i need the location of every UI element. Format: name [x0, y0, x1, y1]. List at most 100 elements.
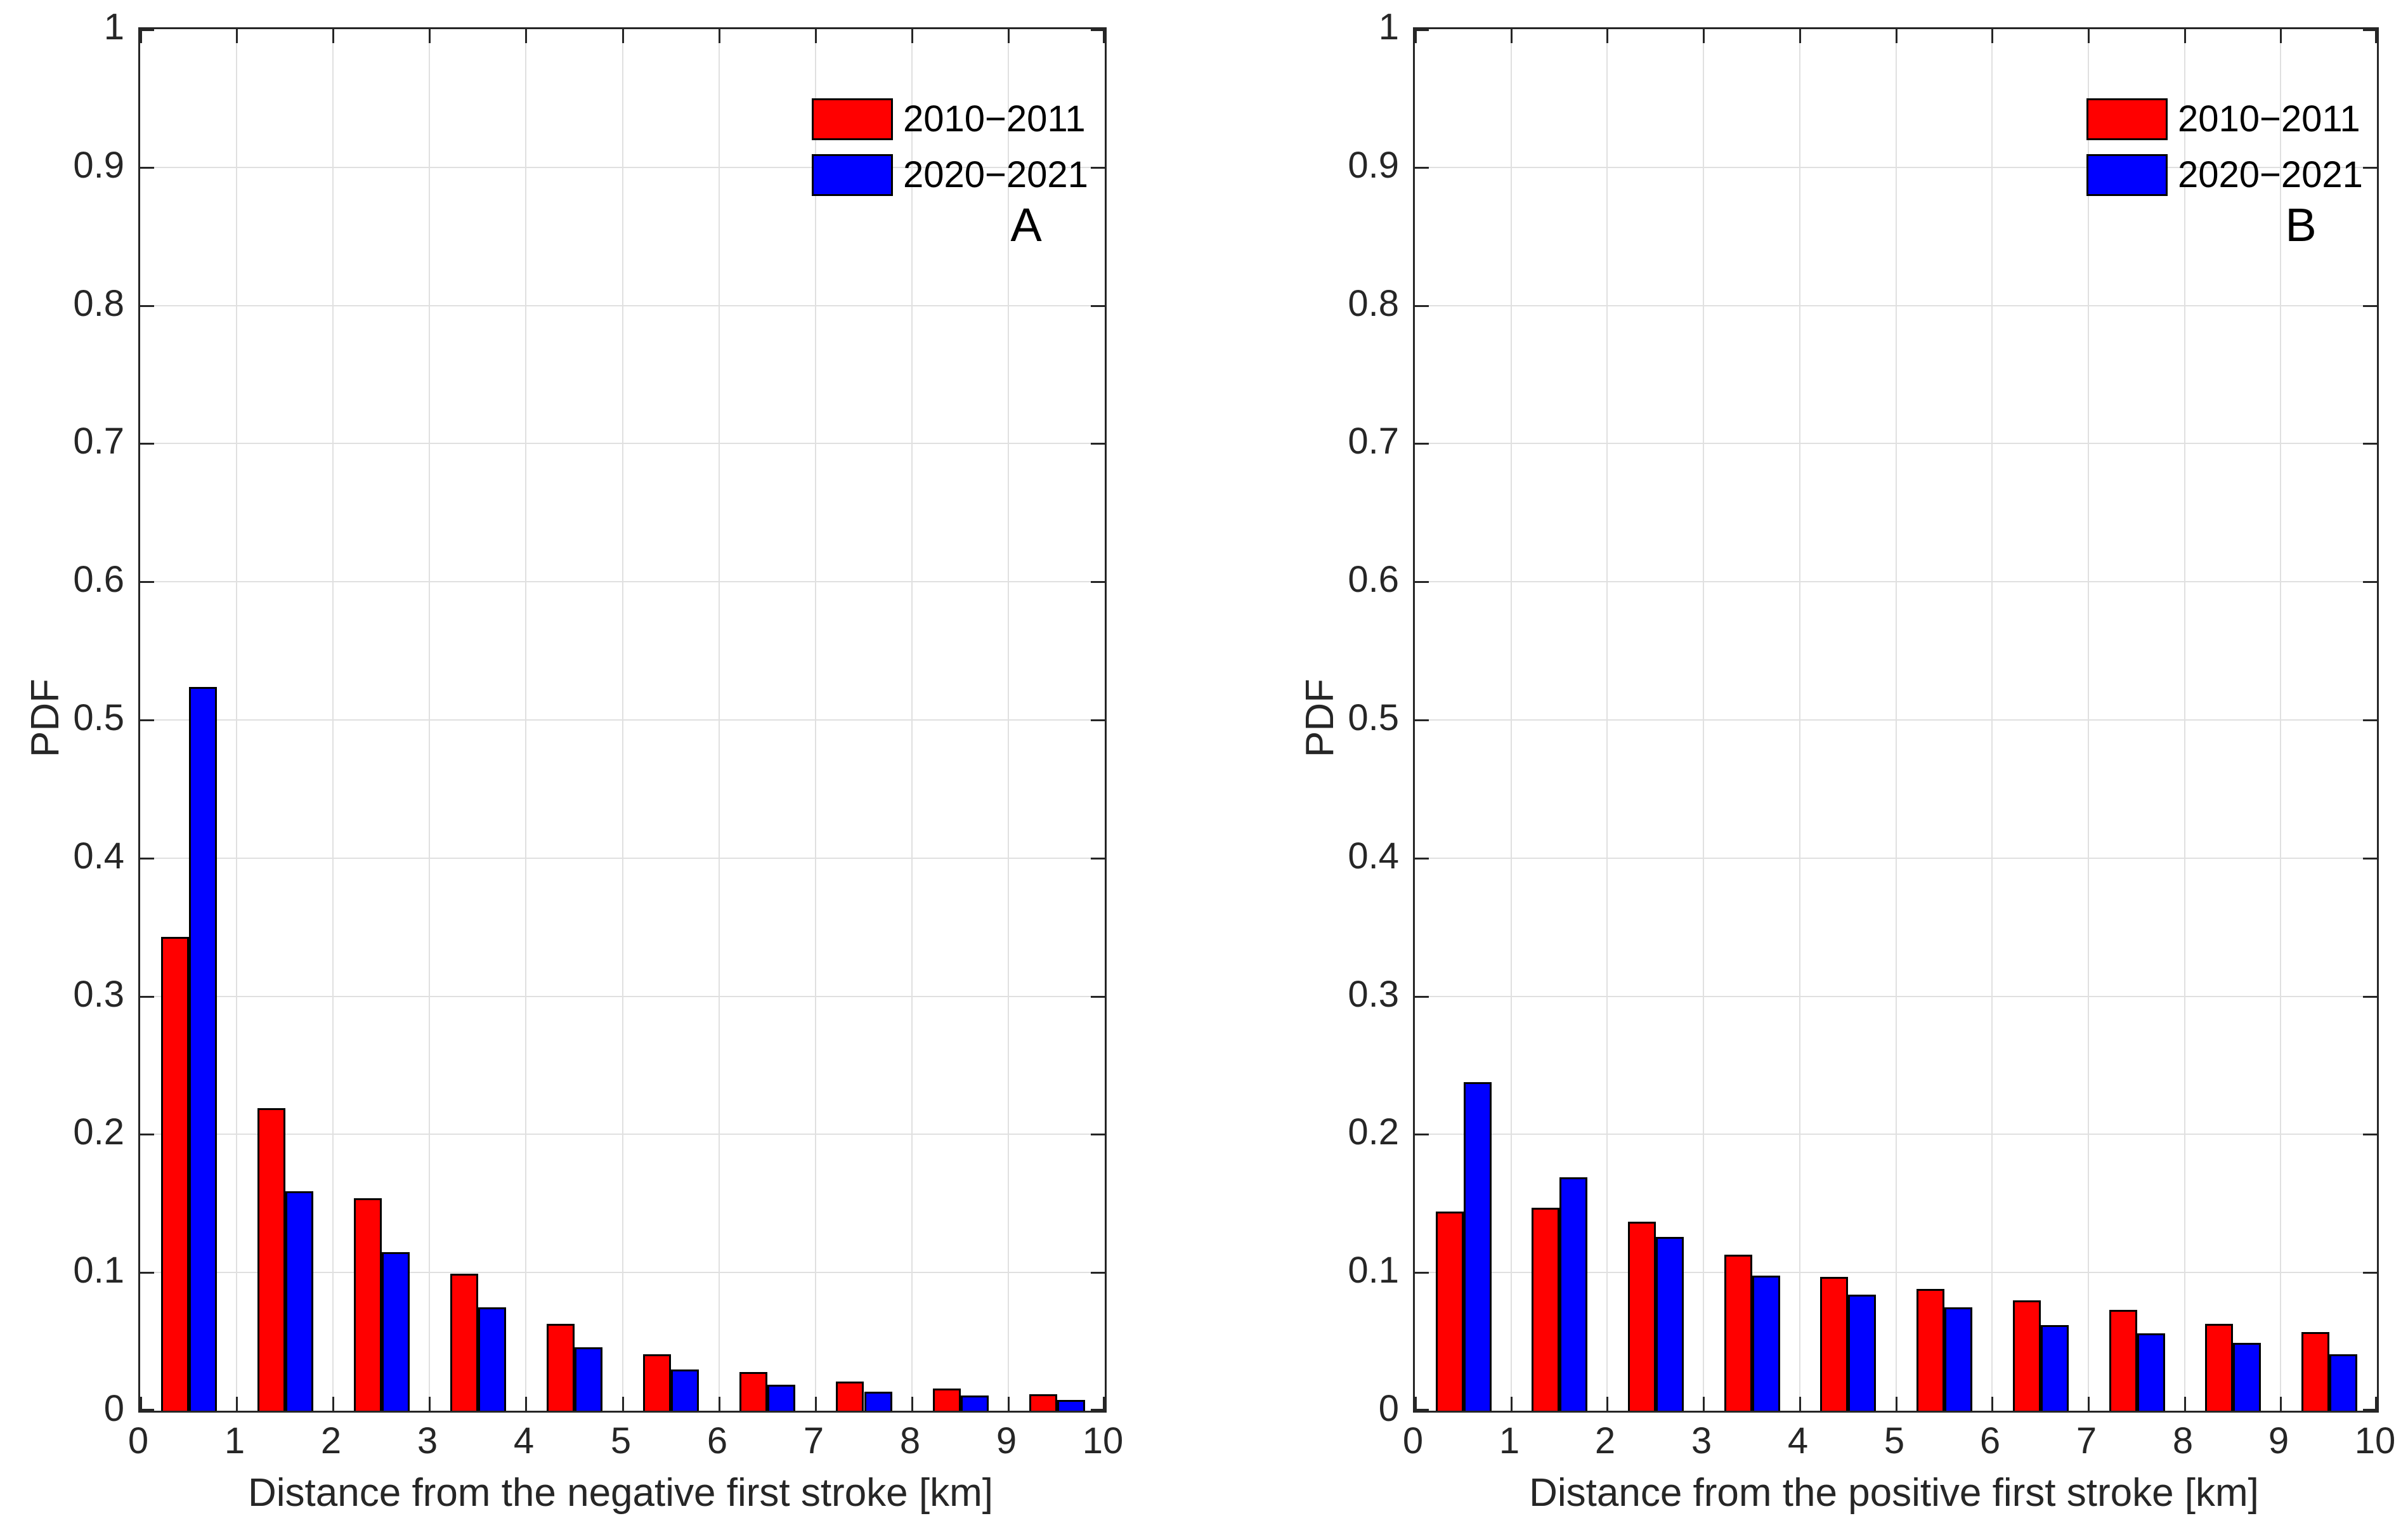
x-tick-bottom — [1606, 1397, 1608, 1411]
y-tick-left — [140, 29, 154, 31]
bar-2010-2011-bin-5 — [1820, 1277, 1848, 1411]
x-tick-top — [911, 29, 913, 43]
gridline-horizontal — [1415, 1134, 2377, 1135]
x-tick-bottom — [1103, 1397, 1105, 1411]
x-tick-bottom — [1703, 1397, 1705, 1411]
x-tick-label: 7 — [2076, 1420, 2097, 1461]
y-tick-left — [1415, 719, 1429, 721]
x-tick-label: 6 — [706, 1420, 728, 1461]
bar-2010-2011-bin-4 — [450, 1274, 478, 1411]
x-tick-bottom — [622, 1397, 624, 1411]
legend-entry-2020-2021: 2020−2021 — [2086, 154, 2363, 196]
bar-2010-2011-bin-5 — [547, 1324, 575, 1411]
bar-2020-2021-bin-8 — [864, 1392, 892, 1411]
x-tick-label: 5 — [1884, 1420, 1905, 1461]
y-tick-left — [1415, 1134, 1429, 1135]
x-tick-label: 1 — [224, 1420, 245, 1461]
y-tick-left — [1415, 29, 1429, 31]
bar-2010-2011-bin-2 — [1532, 1208, 1559, 1411]
x-tick-label: 9 — [2268, 1420, 2289, 1461]
legend-label-2010-2011: 2010−2011 — [903, 98, 1086, 140]
y-tick-left — [1415, 1409, 1429, 1411]
legend-label-2020-2021: 2020−2021 — [903, 154, 1088, 195]
x-tick-top — [525, 29, 527, 43]
x-axis-label-b: Distance from the positive first stroke … — [1529, 1471, 2259, 1515]
legend-entry-2010-2011: 2010−2011 — [812, 98, 1088, 140]
legend-b: 2010−2011 2020−2021 — [2086, 98, 2363, 210]
x-tick-top — [1008, 29, 1010, 43]
y-tick-left — [140, 305, 154, 307]
gridline-horizontal — [140, 305, 1105, 306]
y-tick-label: 0.1 — [1348, 1250, 1399, 1291]
x-tick-label: 1 — [1499, 1420, 1520, 1461]
y-tick-right — [1091, 1272, 1105, 1274]
x-tick-top — [429, 29, 431, 43]
x-tick-top — [719, 29, 720, 43]
y-tick-left — [140, 1409, 154, 1411]
bar-2010-2011-bin-6 — [643, 1354, 671, 1411]
legend-label-2010-2011: 2010−2011 — [2178, 98, 2360, 140]
x-tick-bottom — [332, 1397, 334, 1411]
y-tick-label: 0.3 — [1348, 974, 1399, 1015]
y-tick-right — [1091, 443, 1105, 445]
y-tick-label: 0.9 — [73, 145, 124, 186]
y-tick-left — [140, 1272, 154, 1274]
y-tick-label: 0.8 — [73, 283, 124, 324]
x-tick-top — [1703, 29, 1705, 43]
y-tick-label: 0.8 — [1348, 283, 1399, 324]
y-tick-label: 0.5 — [1348, 697, 1399, 738]
y-tick-left — [1415, 858, 1429, 860]
legend-entry-2020-2021: 2020−2021 — [812, 154, 1088, 196]
legend-a: 2010−2011 2020−2021 — [812, 98, 1088, 210]
bar-2020-2021-bin-6 — [671, 1369, 699, 1411]
x-tick-label: 8 — [899, 1420, 921, 1461]
y-tick-right — [2363, 305, 2377, 307]
x-tick-label: 7 — [803, 1420, 824, 1461]
legend-swatch-blue-icon — [812, 154, 893, 196]
panel-letter-a: A — [1010, 199, 1042, 251]
bar-2020-2021-bin-10 — [2329, 1354, 2357, 1411]
plot-area-a — [138, 27, 1107, 1413]
bar-2020-2021-bin-3 — [1656, 1237, 1684, 1411]
x-tick-bottom — [2184, 1397, 2186, 1411]
y-tick-right — [1091, 996, 1105, 998]
y-tick-label: 0.4 — [73, 835, 124, 877]
x-tick-top — [2280, 29, 2282, 43]
x-tick-bottom — [815, 1397, 817, 1411]
bar-2020-2021-bin-6 — [1944, 1307, 1972, 1411]
legend-label-2020-2021: 2020−2021 — [2178, 154, 2363, 195]
bar-2010-2011-bin-7 — [2013, 1300, 2041, 1411]
x-tick-bottom — [1896, 1397, 1897, 1411]
gridline-horizontal — [1415, 581, 2377, 582]
x-tick-label: 3 — [417, 1420, 438, 1461]
x-tick-top — [1511, 29, 1513, 43]
y-tick-left — [140, 167, 154, 169]
gridline-horizontal — [1415, 167, 2377, 168]
y-tick-right — [1091, 1134, 1105, 1135]
x-tick-bottom — [429, 1397, 431, 1411]
bar-2010-2011-bin-1 — [161, 937, 189, 1411]
bar-2010-2011-bin-9 — [933, 1389, 961, 1411]
y-tick-left — [140, 858, 154, 860]
x-tick-bottom — [1008, 1397, 1010, 1411]
y-tick-right — [1091, 1409, 1105, 1411]
y-tick-label: 0.1 — [73, 1250, 124, 1291]
y-tick-label: 0.2 — [1348, 1111, 1399, 1153]
x-tick-top — [815, 29, 817, 43]
x-tick-bottom — [1415, 1397, 1417, 1411]
bar-2010-2011-bin-10 — [1029, 1394, 1057, 1411]
x-tick-label: 9 — [996, 1420, 1017, 1461]
x-tick-top — [1799, 29, 1801, 43]
bar-2020-2021-bin-1 — [1464, 1082, 1492, 1411]
bar-2020-2021-bin-5 — [575, 1347, 602, 1411]
y-tick-right — [2363, 581, 2377, 583]
y-tick-right — [2363, 858, 2377, 860]
x-tick-top — [2375, 29, 2377, 43]
x-tick-bottom — [719, 1397, 720, 1411]
x-tick-top — [2088, 29, 2090, 43]
y-tick-right — [1091, 167, 1105, 169]
bar-2020-2021-bin-3 — [382, 1252, 410, 1411]
bar-2010-2011-bin-9 — [2205, 1324, 2233, 1411]
y-tick-right — [1091, 29, 1105, 31]
y-tick-label: 0.9 — [1348, 145, 1399, 186]
